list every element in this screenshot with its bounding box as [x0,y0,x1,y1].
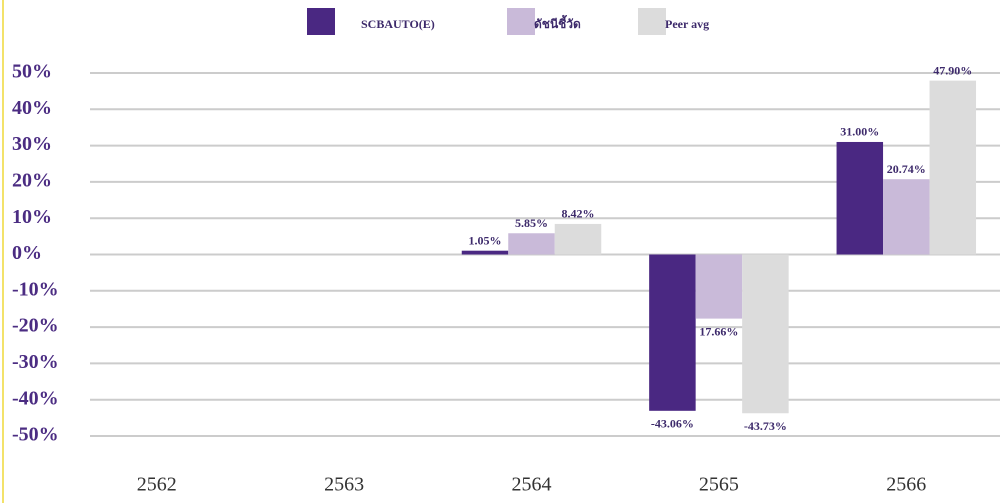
value-label: 31.00% [840,125,879,139]
value-label: 1.05% [469,233,502,247]
x-tick-label: 2566 [886,474,926,496]
value-label: 5.85% [515,216,548,230]
bar [695,254,743,319]
value-label: -43.06% [651,417,694,431]
bar [929,80,977,255]
x-tick-label: 2565 [699,474,739,496]
value-label: 20.74% [887,162,926,176]
legend-label: Peer avg [665,17,709,31]
y-tick-label: 0% [12,242,42,264]
y-tick-label: 50% [12,61,52,83]
y-tick-label: 40% [12,97,52,119]
bar [742,254,789,414]
x-tick-label: 2562 [137,474,177,496]
y-tick-label: -20% [12,315,59,337]
bar [508,233,555,255]
y-tick-label: 20% [12,169,52,191]
legend-label: ดัชนีชี้วัด [534,14,581,31]
y-tick-label: -10% [12,278,59,300]
value-label: 17.66% [699,324,738,338]
x-tick-label: 2564 [512,474,552,496]
bar [461,250,509,255]
y-tick-label: -50% [12,424,59,446]
bar [649,254,696,411]
y-tick-label: -30% [12,351,59,373]
bar [836,141,884,255]
legend-swatch [507,8,535,35]
bar [883,179,930,255]
legend-swatch [638,8,666,35]
y-tick-label: -40% [12,387,59,409]
legend-label: SCBAUTO(E) [361,17,435,31]
value-label: 47.90% [933,63,972,77]
y-tick-label: 30% [12,133,52,155]
y-tick-label: 10% [12,206,52,228]
bar [554,223,602,255]
value-label: -43.73% [744,419,787,433]
value-label: 8.42% [562,207,595,221]
x-tick-label: 2563 [324,474,364,496]
legend-swatch [307,8,335,35]
